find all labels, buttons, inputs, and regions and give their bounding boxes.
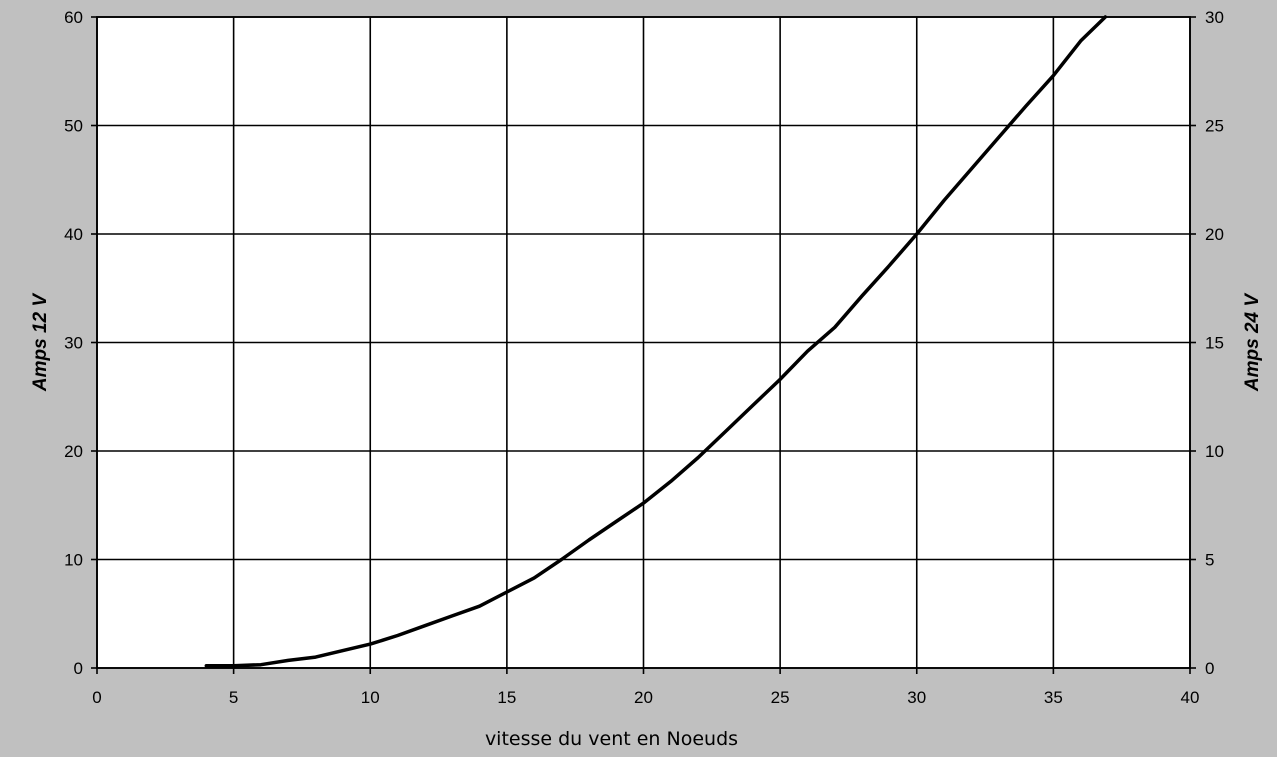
x-tick-label: 35 bbox=[1044, 688, 1063, 707]
y-tick-label-right: 10 bbox=[1205, 442, 1224, 461]
y-tick-label-right: 0 bbox=[1205, 659, 1214, 678]
tick-labels: 0 5 10 15 20 25 30 35 40 0 10 20 30 40 50 60 0 5 10 15 20 25 3… bbox=[64, 8, 1224, 707]
y-tick-label-right: 20 bbox=[1205, 225, 1224, 244]
x-tick-label: 25 bbox=[771, 688, 790, 707]
y-tick-label-left: 0 bbox=[74, 659, 83, 678]
x-axis-title: vitesse du vent en Noeuds bbox=[485, 728, 738, 750]
y-tick-label-right: 5 bbox=[1205, 551, 1214, 570]
y-tick-label-right: 15 bbox=[1205, 334, 1224, 353]
y-axis-left-title: Amps 12 V bbox=[30, 293, 51, 392]
y-tick-label-left: 50 bbox=[64, 117, 83, 136]
x-tick-label: 15 bbox=[497, 688, 516, 707]
y-tick-label-left: 10 bbox=[64, 551, 83, 570]
series-line bbox=[204, 15, 1108, 668]
x-tick-label: 0 bbox=[92, 688, 101, 707]
x-tick-label: 5 bbox=[229, 688, 238, 707]
series-layer bbox=[204, 15, 1108, 668]
y-tick-label-right: 30 bbox=[1205, 8, 1224, 27]
x-tick-label: 40 bbox=[1181, 688, 1200, 707]
x-tick-label: 10 bbox=[361, 688, 380, 707]
axis-ticks bbox=[91, 16, 1196, 674]
y-axis-right-title: Amps 24 V bbox=[1242, 293, 1263, 392]
y-tick-label-left: 30 bbox=[64, 334, 83, 353]
y-tick-label-left: 60 bbox=[64, 8, 83, 27]
x-tick-label: 30 bbox=[907, 688, 926, 707]
x-tick-label: 20 bbox=[634, 688, 653, 707]
y-tick-label-left: 40 bbox=[64, 225, 83, 244]
y-tick-label-right: 25 bbox=[1205, 117, 1224, 136]
y-tick-label-left: 20 bbox=[64, 442, 83, 461]
